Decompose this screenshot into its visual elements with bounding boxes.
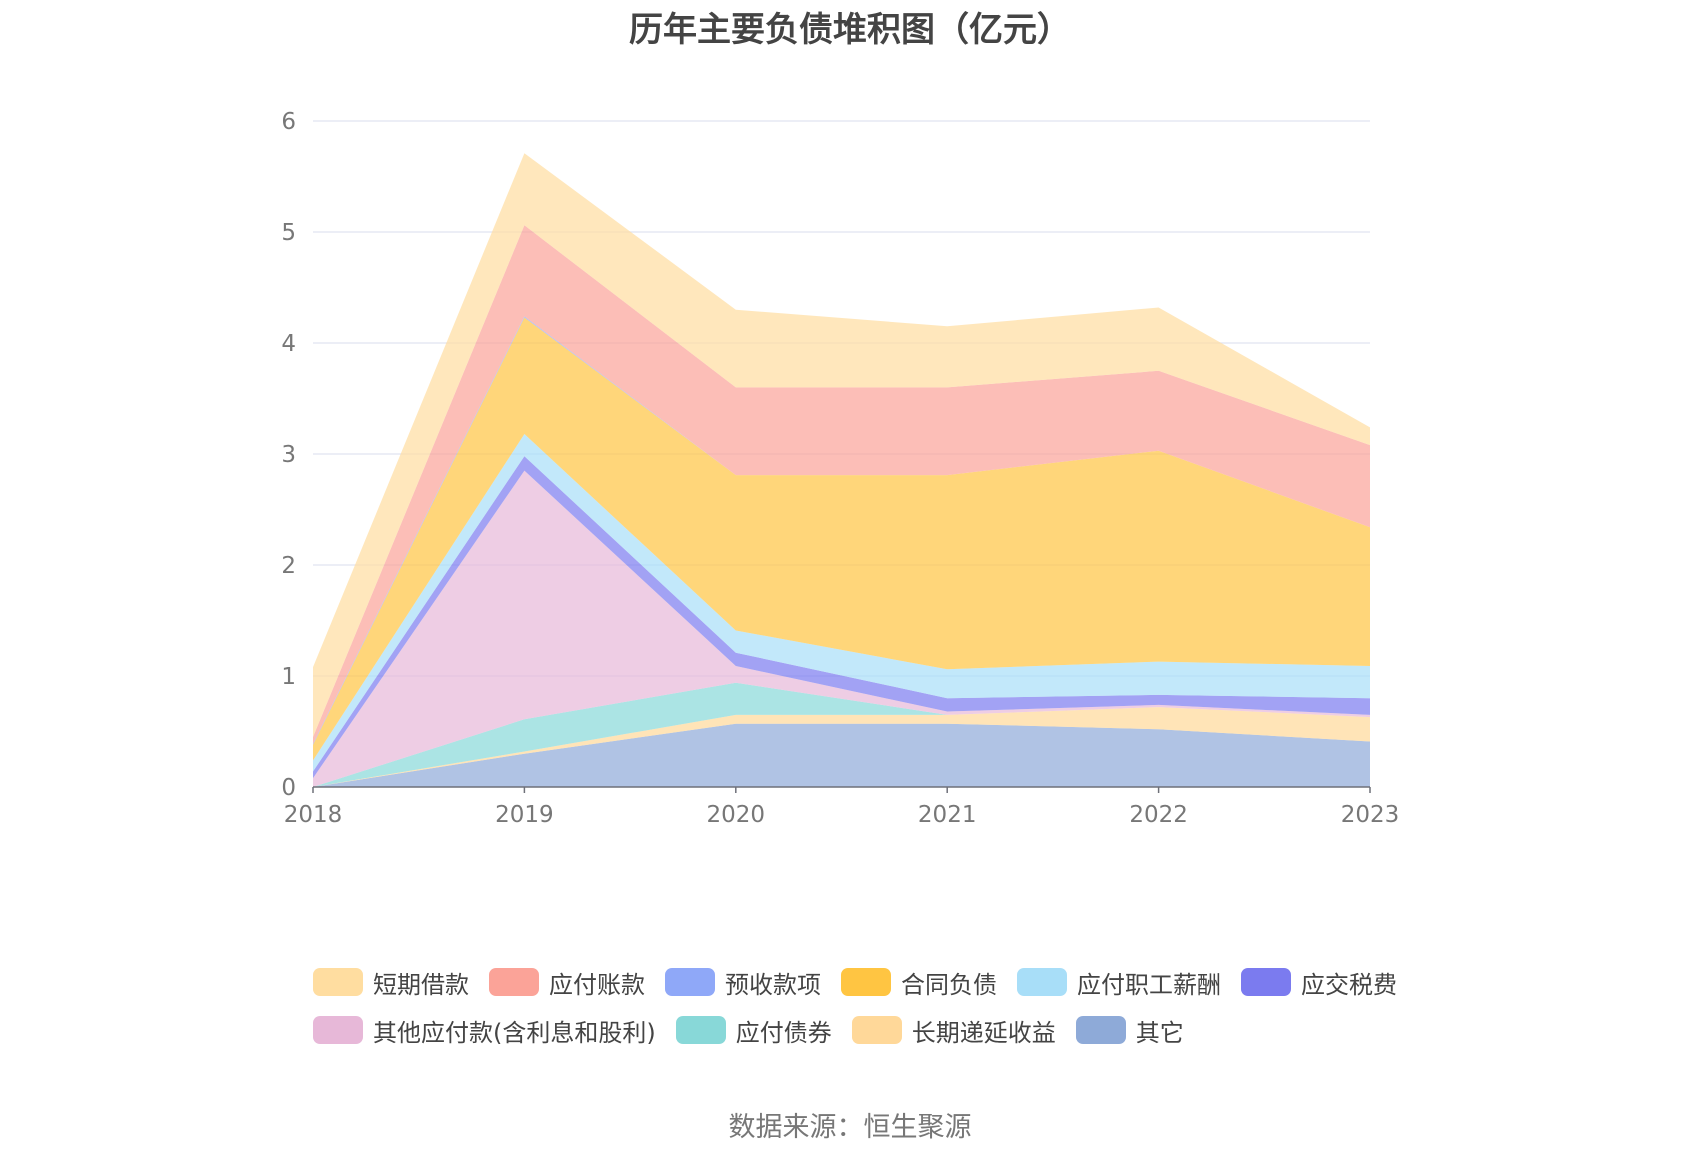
legend-item[interactable]: 其它 [1075,1013,1184,1048]
legend-swatch [841,968,891,996]
x-tick-label: 2023 [1341,802,1400,828]
legend-row: 短期借款 应付账款 预收款项 合同负债 应付职工薪酬 应交税费 [313,958,1493,1006]
legend-item[interactable]: 其他应付款(含利息和股利) [313,1013,656,1048]
axes: 0 1 2 3 4 5 6 2018 2019 2020 2021 2022 2023 [281,109,1399,828]
y-tick-label: 4 [281,331,296,357]
legend-item[interactable]: 短期借款 [313,965,469,1000]
y-tick-label: 1 [281,664,296,690]
y-tick-label: 3 [281,442,296,468]
legend: 短期借款 应付账款 预收款项 合同负债 应付职工薪酬 应交税费其他应付款(含利息和股利) 应… [313,958,1493,1054]
y-tick-label: 0 [281,775,296,801]
legend-label: 应交税费 [1301,970,1397,999]
data-source-note: 数据来源：恒生聚源 [728,1112,972,1143]
legend-row: 其他应付款(含利息和股利) 应付债券 长期递延收益 其它 [313,1006,1493,1054]
area-series-7 [313,317,1370,761]
y-tick-label: 5 [281,220,296,246]
legend-label: 短期借款 [373,970,469,999]
legend-swatch [851,1016,902,1044]
legend-swatch [1241,968,1291,996]
legend-item[interactable]: 应付债券 [675,1013,832,1048]
x-tick-label: 2021 [918,802,977,828]
area-series-3 [313,682,1370,787]
legend-swatch [1075,1016,1126,1044]
area-series-9 [313,225,1370,744]
legend-item[interactable]: 长期递延收益 [851,1013,1056,1048]
area-series-6 [313,434,1370,772]
legend-label: 应付职工薪酬 [1077,970,1221,999]
area-series [313,153,1370,787]
legend-item[interactable]: 合同负债 [841,965,997,1000]
x-tick-label: 2022 [1129,802,1188,828]
area-series-2 [313,707,1370,787]
legend-item[interactable]: 应交税费 [1241,965,1397,1000]
area-series-1 [313,723,1370,787]
legend-label: 预收款项 [725,970,821,999]
legend-item[interactable]: 应付账款 [489,965,645,1000]
legend-swatch [675,1016,726,1044]
legend-label: 长期递延收益 [911,1018,1056,1047]
legend-item[interactable]: 应付职工薪酬 [1017,965,1221,1000]
legend-label: 其他应付款(含利息和股利) [373,1018,656,1047]
legend-label: 其它 [1135,1018,1184,1047]
legend-label: 应付债券 [735,1018,832,1047]
legend-item[interactable]: 预收款项 [665,965,821,1000]
y-tick-label: 2 [281,553,296,579]
legend-label: 应付账款 [549,970,645,999]
chart-title: 历年主要负债堆积图（亿元） [629,10,1071,50]
x-tick-label: 2020 [707,802,766,828]
area-series-5 [313,456,1370,779]
x-tick-label: 2019 [495,802,554,828]
area-series-4 [313,470,1370,787]
legend-swatch [665,968,715,996]
legend-swatch [313,1016,363,1044]
legend-swatch [313,968,363,996]
y-tick-label: 6 [281,109,296,135]
legend-swatch [1017,968,1067,996]
legend-swatch [489,968,539,996]
legend-label: 合同负债 [901,970,997,999]
x-tick-label: 2018 [284,802,343,828]
